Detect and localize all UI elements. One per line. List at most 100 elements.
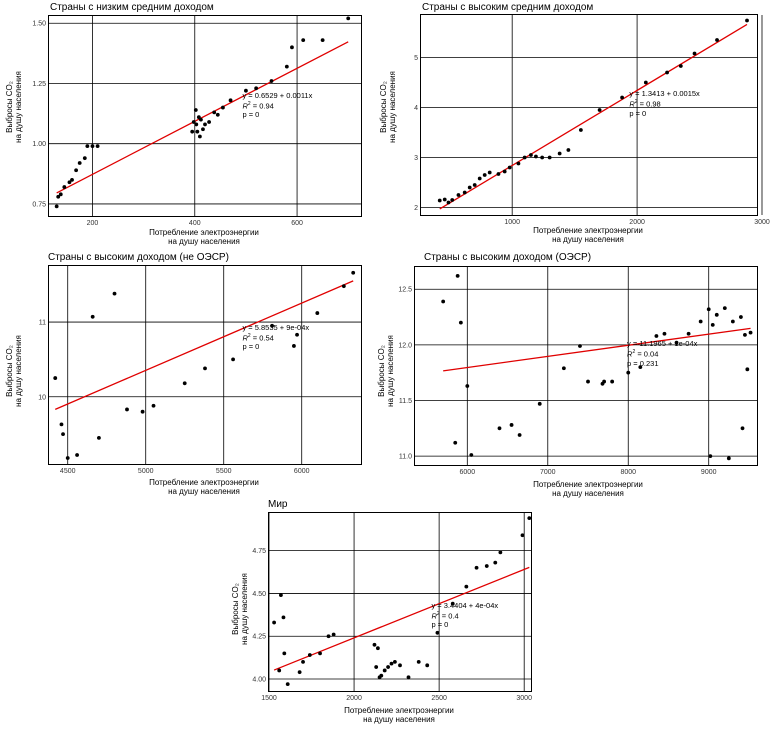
data-point (586, 379, 590, 384)
data-point (455, 273, 460, 278)
data-point (465, 384, 470, 388)
x-axis-label: Потребление электроэнергии на душу населе… (344, 706, 454, 724)
y-tick-label: 11.5 (399, 398, 412, 405)
chart-svg: 200 400 600 0.75 1.00 1.25 1.50 (32, 16, 361, 227)
data-point (74, 168, 79, 173)
fit-equation: y = 11.1965 + 1e-04x (627, 339, 698, 349)
x-axis-label: Потребление электроэнергии на душу населе… (149, 228, 259, 246)
regression-line (443, 327, 751, 372)
data-point (112, 291, 117, 296)
data-point (745, 367, 750, 372)
data-point (277, 668, 282, 673)
data-point (301, 38, 306, 42)
data-point (654, 334, 659, 338)
data-point (270, 323, 274, 328)
data-point (602, 379, 607, 384)
y-tick-label: 11 (39, 320, 46, 327)
y-tick-label: 10 (38, 394, 46, 401)
data-point (351, 270, 356, 275)
data-point (450, 601, 455, 606)
panel-world: Мир Выбросы CO₂ на душу населения 1500 200… (220, 494, 550, 730)
data-point (70, 177, 74, 182)
x-axis-label: Потребление электроэнергии на душу населе… (149, 478, 259, 496)
data-point (212, 110, 217, 115)
data-point (318, 651, 322, 656)
data-point (62, 185, 67, 189)
r-squared: R2 = 0.54 (242, 332, 274, 343)
data-point (547, 155, 552, 160)
data-point (194, 122, 199, 127)
plot-area: 1500 2000 2500 3000 4.00 4.25 4.50 4.75 y = 3.44… (252, 512, 532, 702)
data-point (698, 319, 703, 324)
y-tick-label: 1.00 (32, 141, 46, 148)
regression-annotation: y = 5.8535 + 9e-04x R2 = 0.54 p = 0 (242, 323, 309, 352)
y-tick-label: 2 (414, 205, 418, 212)
data-point (97, 435, 101, 440)
regression-annotation: y = 0.6529 + 0.0011x R2 = 0.94 p = 0 (242, 91, 312, 120)
data-point (487, 170, 492, 175)
data-point (745, 18, 749, 23)
r-squared: R2 = 0.4 (431, 610, 459, 621)
data-point (678, 64, 683, 68)
y-tick-label: 4.50 (252, 591, 266, 598)
data-point (215, 112, 220, 117)
y-tick-label: 4.25 (252, 634, 266, 641)
data-point (477, 176, 482, 181)
data-point (290, 45, 294, 50)
data-point (406, 675, 411, 680)
y-tick-label: 1.50 (32, 21, 46, 28)
data-point (201, 127, 205, 132)
regression-line (56, 41, 349, 194)
data-point (578, 128, 583, 132)
data-point (726, 456, 731, 461)
x-tick-label: 400 (189, 220, 201, 227)
data-point (529, 153, 533, 157)
data-point (566, 148, 571, 152)
plot-area: 200 400 600 0.75 1.00 1.25 1.50 y = 0.6529 + 0.… (32, 15, 362, 227)
data-point (502, 169, 507, 174)
data-point (537, 401, 542, 406)
r-squared: R2 = 0.94 (242, 100, 274, 111)
data-point (254, 86, 259, 91)
y-axis-label: Выбросы CO₂ на душу населения (5, 71, 23, 143)
x-axis-label: Потребление электроэнергии на душу населе… (533, 226, 643, 244)
x-tick-label: 8000 (620, 469, 636, 476)
x-tick-label: 5500 (216, 468, 232, 475)
data-point (578, 344, 582, 348)
x-tick-label: 2000 (629, 219, 645, 226)
p-value: p = 0 (242, 342, 260, 352)
data-point (534, 154, 538, 159)
data-point (610, 379, 615, 384)
data-point (53, 376, 58, 380)
data-point (244, 88, 248, 93)
data-point (557, 151, 562, 156)
data-point (597, 108, 602, 112)
p-value: p = 0 (431, 620, 449, 630)
data-point (341, 284, 346, 289)
fit-equation: y = 0.6529 + 0.0011x (242, 90, 313, 100)
data-point (638, 365, 643, 370)
y-tick-label: 11.0 (399, 454, 412, 461)
data-point (272, 620, 277, 625)
chart-svg: 1000 2000 3000 2 3 4 5 (414, 15, 770, 226)
data-point (722, 306, 727, 311)
data-point (507, 165, 512, 170)
y-tick-label: 4 (414, 105, 418, 112)
chart-svg: 6000 7000 8000 9000 11.0 11.5 12.0 12.5 (398, 267, 757, 476)
chart-title: Страны с низким средним доходом (50, 2, 214, 13)
p-value: p = 0 (629, 108, 647, 118)
data-point (307, 653, 312, 657)
data-point (292, 344, 296, 348)
data-point (453, 440, 458, 445)
data-point (626, 370, 631, 375)
y-axis-label: Выбросы CO₂ на душу населения (231, 573, 249, 645)
data-point (77, 161, 82, 165)
data-point (284, 64, 289, 69)
data-point (207, 120, 211, 124)
data-point (203, 366, 207, 371)
chart-title: Мир (268, 499, 288, 510)
data-point (527, 516, 532, 521)
data-point (458, 320, 463, 325)
data-point (446, 200, 451, 205)
data-point (665, 70, 669, 75)
